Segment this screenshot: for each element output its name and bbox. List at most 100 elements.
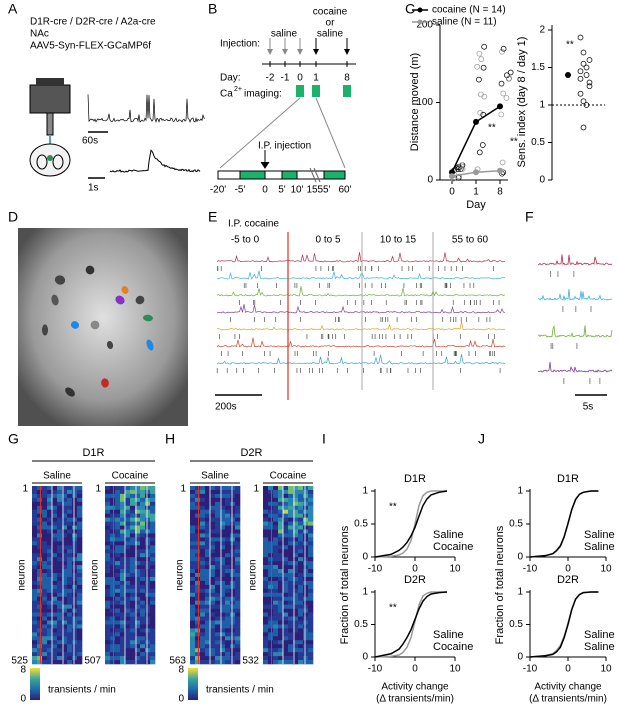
heatmap-cell [115, 592, 121, 598]
heatmap-cell [200, 608, 206, 613]
legend-entry: Cocaine [433, 641, 473, 653]
heatmap-cell [32, 640, 38, 645]
heatmap-cell [205, 620, 211, 625]
heatmap-cell [120, 628, 126, 633]
heatmap-cell [115, 529, 121, 534]
heatmap-cell [293, 561, 299, 566]
heatmap-cell [303, 541, 309, 546]
heatmap-cell [120, 596, 126, 602]
calcium-trace [87, 94, 206, 124]
individual-point [507, 69, 514, 76]
heatmap-cell [200, 584, 206, 590]
heatmap-cell [110, 537, 116, 542]
y-tick-label: 1 [539, 100, 545, 111]
heatmap-cell [195, 497, 201, 503]
heatmap-cell [205, 561, 211, 566]
heatmap-cell [220, 608, 226, 613]
day-label: -2 [266, 73, 275, 84]
heatmap-cell [303, 529, 309, 534]
heatmap-cell [37, 569, 43, 574]
heatmap-cell [62, 557, 68, 562]
heatmap-cell [190, 501, 196, 507]
heatmap-cell [200, 640, 206, 645]
heatmap-cell [72, 588, 78, 594]
heatmap-cell [77, 580, 83, 586]
heatmap-cell [72, 652, 78, 657]
heatmap-cell [200, 616, 206, 621]
heatmap-cell [225, 537, 231, 542]
heatmap-cell [150, 640, 156, 645]
heatmap-cell [72, 600, 78, 605]
heatmap-cell [220, 509, 226, 514]
heatmap-cell [145, 569, 151, 574]
index-point [577, 90, 584, 97]
heatmap-cell [293, 486, 299, 491]
heatmap-cell [37, 533, 43, 538]
epoch-label: 0 to 5 [315, 235, 340, 246]
time-label: 55' [317, 185, 330, 196]
row-label: imaging: [244, 89, 282, 100]
heatmap-cell [303, 537, 309, 542]
heatmap-cell [135, 628, 141, 633]
heatmap-cell [130, 561, 136, 566]
heatmap-cell [303, 505, 309, 511]
heatmap-cell [32, 549, 38, 554]
heatmap-cell [288, 592, 294, 598]
heatmap-cell [145, 600, 151, 605]
heatmap-cell [195, 636, 201, 641]
heatmap-cell [195, 521, 201, 526]
heatmap-cell [308, 553, 314, 558]
heatmap-cell [105, 517, 111, 522]
heatmap-cell [190, 592, 196, 598]
heatmap-cell [77, 620, 83, 625]
row-index: 1 [180, 484, 186, 495]
x-tick-label: -10 [368, 564, 383, 575]
heatmap-cell [195, 541, 201, 546]
heatmap-cell [220, 604, 226, 609]
heatmap-cell [298, 588, 304, 594]
heatmap-cell [130, 632, 136, 637]
heatmap-cell [215, 576, 221, 582]
heatmap-cell [57, 497, 63, 503]
heatmap-cell [145, 553, 151, 558]
heatmap-cell [140, 541, 146, 546]
mean-point [449, 173, 455, 180]
heatmap-cell [308, 660, 314, 665]
heatmap-cell [145, 486, 151, 491]
heatmap-cell [303, 640, 309, 645]
heatmap-cell [72, 505, 78, 511]
heatmap-cell [210, 640, 216, 645]
heatmap-cell [268, 624, 274, 629]
heatmap-cell [120, 557, 126, 562]
heatmap-cell [263, 636, 269, 641]
heatmap-cell [220, 584, 226, 590]
heatmap-cell [72, 561, 78, 566]
x-axis-label: Activity change [381, 682, 449, 693]
heatmap-cell [283, 576, 289, 582]
heatmap-cell [268, 628, 274, 633]
heatmap-cell [135, 549, 141, 554]
heatmap-cell [42, 497, 48, 503]
heatmap-cell [47, 569, 53, 574]
heatmap-cell [32, 608, 38, 613]
heatmap-cell [77, 592, 83, 598]
heatmap-cell [268, 509, 274, 514]
heatmap-cell [110, 549, 116, 554]
y-axis-label: Sens. index (day 8 / day 1) [516, 37, 528, 168]
heatmap-cell [72, 497, 78, 503]
heatmap-cell [220, 620, 226, 625]
heatmap-cell [140, 525, 146, 530]
heatmap-cell [115, 565, 121, 570]
heatmap-cell [268, 652, 274, 657]
legend-entry: Saline [584, 629, 615, 641]
heatmap-cell [205, 624, 211, 629]
heatmap-cell [62, 644, 68, 649]
x-axis-label: Day [466, 199, 486, 211]
heatmap-cell [32, 493, 38, 499]
heatmap-cell [62, 486, 68, 491]
heatmap-cell [72, 533, 78, 538]
heatmap-cell [52, 497, 58, 503]
heatmap-cell [32, 557, 38, 562]
heatmap-cell [47, 497, 53, 503]
heatmap-cell [52, 529, 58, 534]
